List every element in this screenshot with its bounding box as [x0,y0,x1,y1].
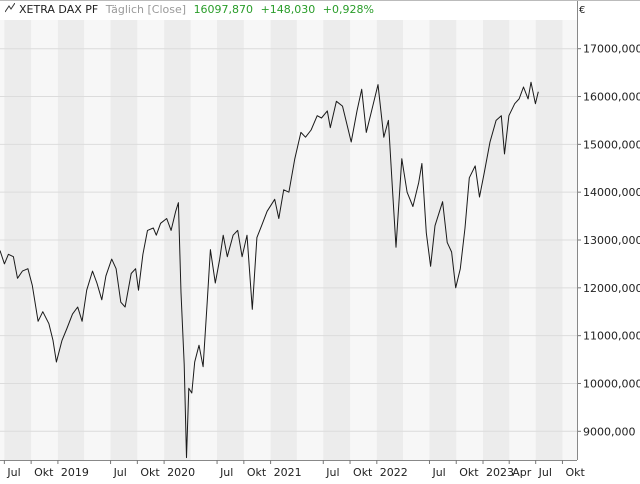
x-tick-label: 2023 [486,466,514,479]
x-tick-label: Jul [113,466,127,479]
x-tick-label: 2022 [380,466,408,479]
x-tick-label: 2019 [61,466,89,479]
x-tick-labels: Jul Okt 2019 Jul Okt 2020 Jul Okt 2021 Jul Okt 2022… [3,460,585,479]
x-tick-label: Okt [565,466,585,479]
y-tick-label: 13000,000 [583,234,640,247]
y-tick-label: 16000,000 [583,91,640,104]
y-tick-label: 11000,000 [583,330,640,343]
x-tick-label: Jul [325,466,339,479]
y-tick-labels: 9000,000 10000,000 11000,000 12000,000 13000… [583,43,640,439]
x-tick-label: Jul [6,466,20,479]
axes [0,0,640,461]
y-tick-label: 17000,000 [583,43,640,56]
line-chart-icon [4,2,16,16]
y-tick-label: 14000,000 [583,186,640,199]
x-tick-label: Okt [459,466,479,479]
change-absolute: +148,030 [260,3,316,16]
y-tick-label: 10000,000 [583,377,640,390]
chart-header: XETRA DAX PF Täglich [Close] 16097,870 +… [4,2,374,16]
x-tick-label: Okt [247,466,267,479]
price-series-line [0,81,539,459]
series-layer [0,81,539,459]
x-tick-label: Okt [140,466,160,479]
x-tick-label: 2020 [167,466,195,479]
x-tick-label: Jul [431,466,445,479]
chart-mode-label[interactable]: Täglich [Close] [105,3,187,16]
x-tick-label: Okt [34,466,54,479]
last-price: 16097,870 [193,3,254,16]
x-tick-label: Okt [353,466,373,479]
x-tick-label: Jul [538,466,552,479]
x-tick-label: Apr [512,466,532,479]
currency-label: € [579,5,586,16]
y-tick-label: 12000,000 [583,282,640,295]
x-tick-label: 2021 [274,466,302,479]
x-tick-label: Jul [219,466,233,479]
instrument-name: XETRA DAX PF [19,3,99,16]
change-percent: +0,928% [322,3,374,16]
y-tick-label: 15000,000 [583,138,640,151]
y-tick-label: 9000,000 [583,425,636,438]
